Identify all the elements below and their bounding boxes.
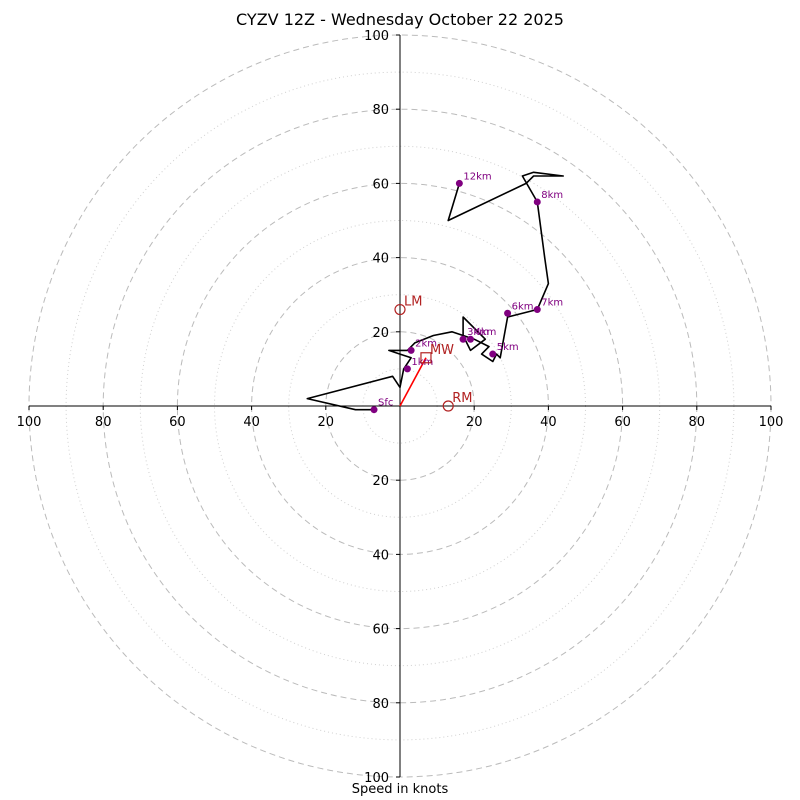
x-tick-label: 20 bbox=[466, 415, 483, 430]
x-tick-label: 40 bbox=[243, 415, 260, 430]
point-label-3km: 3km bbox=[467, 327, 489, 338]
point-label-sfc: Sfc bbox=[378, 398, 393, 409]
hodograph-trace bbox=[306, 171, 565, 411]
point-5km bbox=[489, 350, 497, 358]
x-tick-label: 60 bbox=[169, 415, 186, 430]
point-2km bbox=[407, 346, 415, 354]
point-8km bbox=[533, 198, 541, 206]
y-tick-label: 80 bbox=[372, 697, 389, 712]
point-4km bbox=[466, 335, 474, 343]
y-tick-label: 20 bbox=[372, 474, 389, 489]
point-3km bbox=[459, 335, 467, 343]
marker-lm bbox=[394, 303, 406, 316]
x-tick-label: 100 bbox=[17, 415, 42, 430]
point-sfc bbox=[370, 406, 378, 414]
point-label-8km: 8km bbox=[541, 190, 563, 201]
y-tick-label: 100 bbox=[364, 771, 389, 786]
y-tick-label: 40 bbox=[372, 548, 389, 563]
marker-rm bbox=[442, 400, 454, 412]
x-tick-label: 80 bbox=[95, 415, 112, 430]
point-1km bbox=[403, 365, 411, 373]
y-tick-label: 40 bbox=[372, 252, 389, 267]
tick-labels: 100 80 60 40 20 20 40 60 80 100 20 40 60 80 100 20 40 60 8… bbox=[17, 29, 784, 786]
marker-label-lm: LM bbox=[404, 295, 422, 310]
point-label-2km: 2km bbox=[415, 338, 437, 349]
point-6km bbox=[504, 309, 512, 317]
y-tick-label: 60 bbox=[372, 623, 389, 638]
point-label-12km: 12km bbox=[463, 171, 491, 182]
y-tick-label: 100 bbox=[364, 29, 389, 44]
point-label-4km: 4km bbox=[474, 327, 496, 338]
x-tick-label: 60 bbox=[614, 415, 631, 430]
point-label-6km: 6km bbox=[512, 301, 534, 312]
y-tick-label: 20 bbox=[372, 326, 389, 341]
trace-group bbox=[306, 171, 565, 411]
y-tick-label: 80 bbox=[372, 103, 389, 118]
y-tick-label: 60 bbox=[372, 177, 389, 192]
x-tick-label: 100 bbox=[759, 415, 784, 430]
point-12km bbox=[455, 179, 463, 187]
hodograph-trace-loop bbox=[462, 316, 487, 352]
point-7km bbox=[533, 306, 541, 314]
storm-motion-markers: LM RM MW bbox=[394, 295, 472, 412]
shear-vector bbox=[399, 357, 427, 407]
x-tick-label: 40 bbox=[540, 415, 557, 430]
x-axis-label: Speed in knots bbox=[351, 782, 449, 797]
marker-mw bbox=[420, 352, 432, 364]
x-tick-label: 80 bbox=[689, 415, 706, 430]
point-label-7km: 7km bbox=[541, 298, 563, 309]
marker-label-rm: RM bbox=[452, 391, 472, 406]
x-tick-label: 20 bbox=[318, 415, 335, 430]
marker-label-mw: MW bbox=[430, 343, 454, 358]
point-label-5km: 5km bbox=[497, 342, 519, 353]
chart-title: CYZV 12Z - Wednesday October 22 2025 bbox=[236, 10, 564, 29]
